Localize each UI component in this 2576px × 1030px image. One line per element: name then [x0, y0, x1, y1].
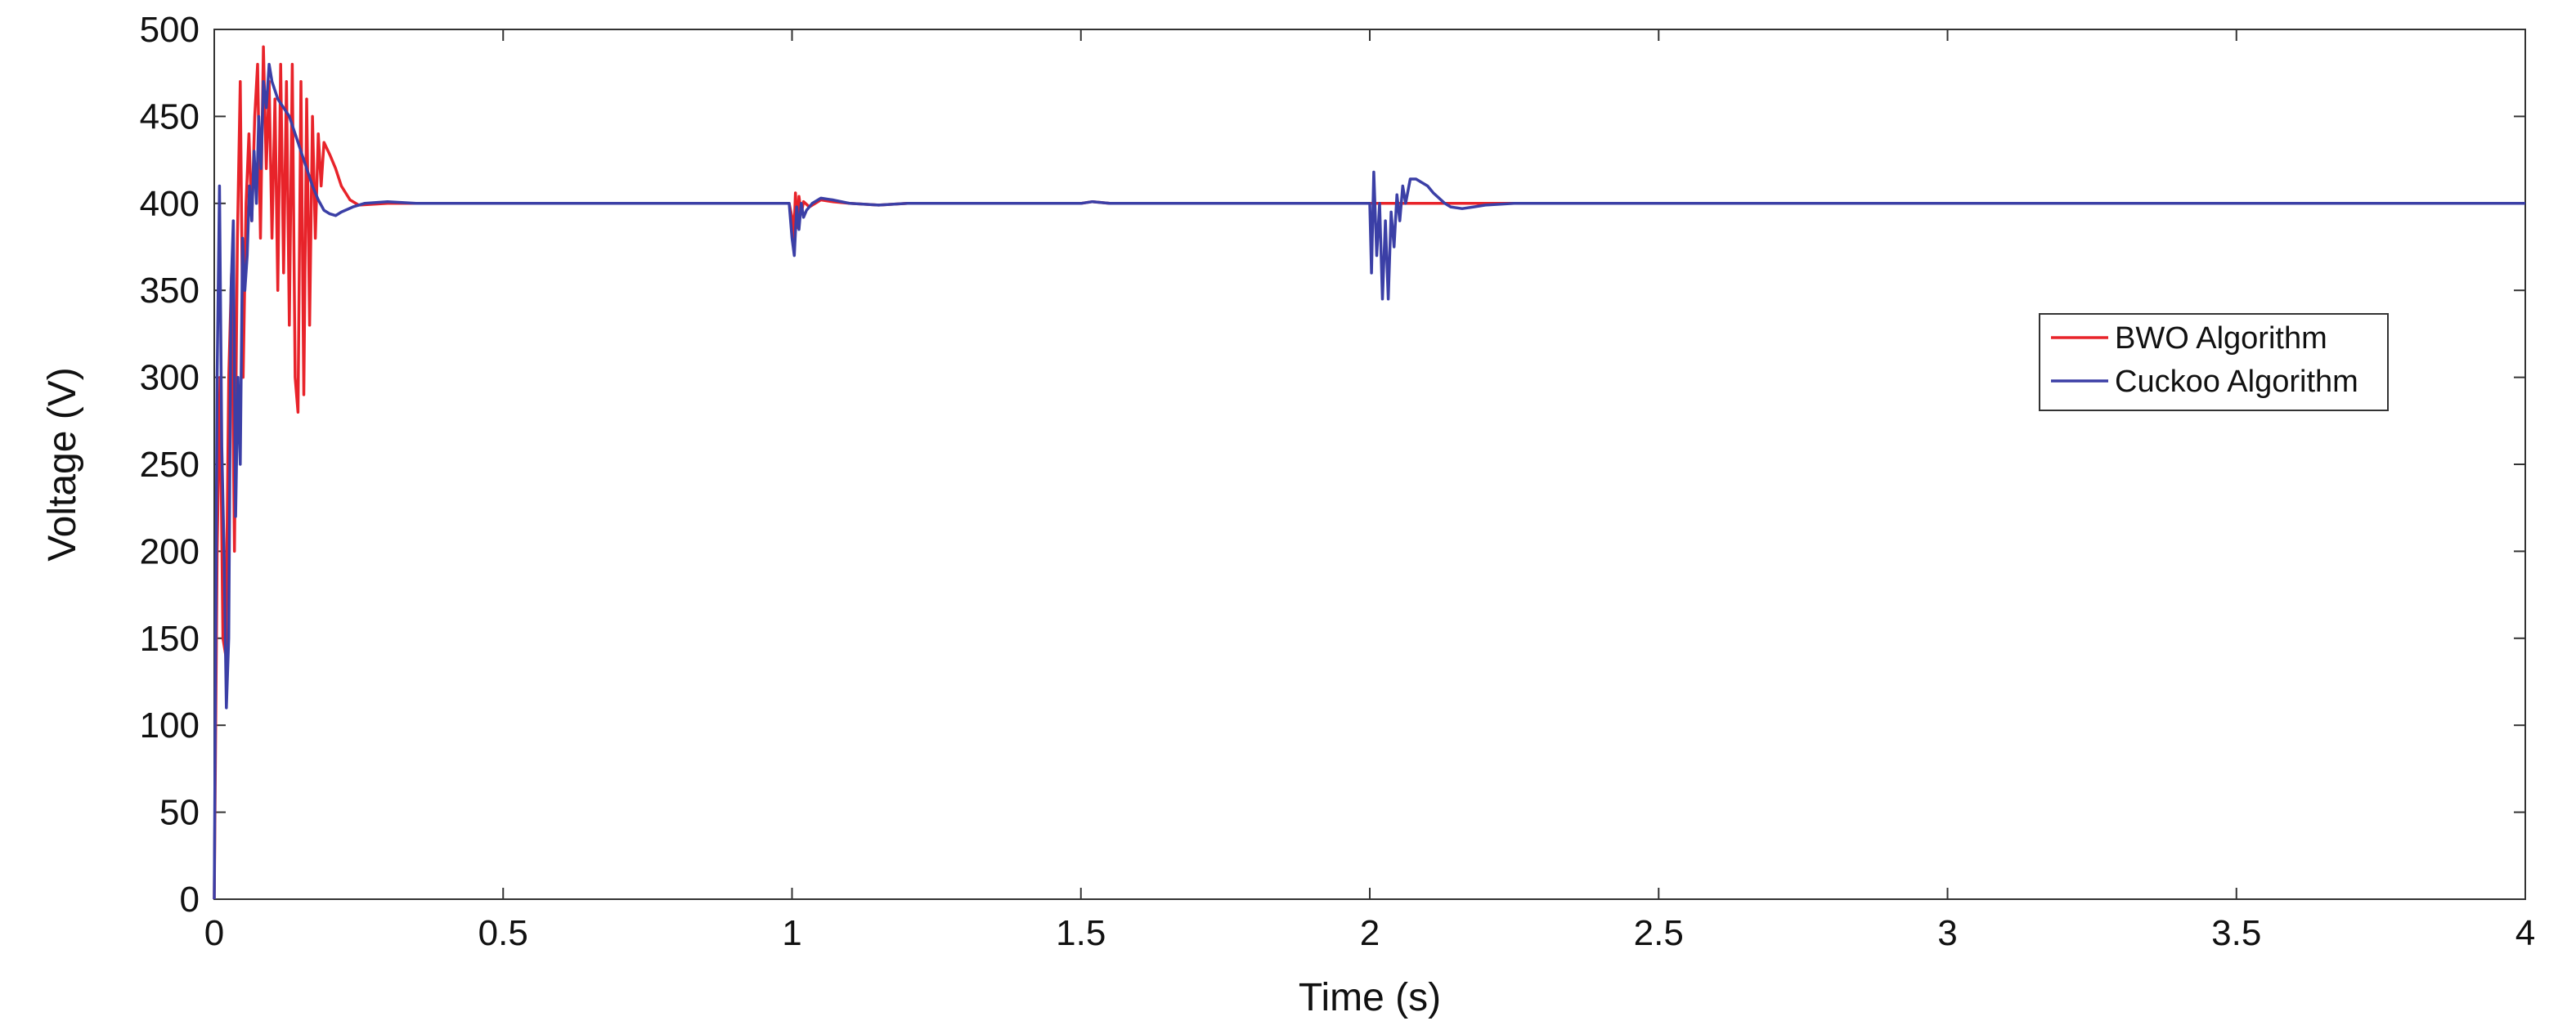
x-tick-label: 0.5 — [478, 913, 528, 953]
y-tick-label: 500 — [140, 10, 200, 50]
legend-label-bwo: BWO Algorithm — [2115, 321, 2327, 356]
y-axis-label: Voltage (V) — [41, 367, 84, 561]
x-tick-label: 3 — [1937, 913, 1957, 953]
y-tick-label: 250 — [140, 445, 200, 485]
legend-label-cuckoo: Cuckoo Algorithm — [2115, 365, 2358, 399]
y-axis: 0 50 100 150 200 250 300 350 400 450 500 — [140, 10, 2525, 920]
x-tick-label: 3.5 — [2211, 913, 2261, 953]
x-tick-label: 1 — [782, 913, 801, 953]
legend: BWO Algorithm Cuckoo Algorithm — [2039, 313, 2389, 411]
legend-box — [2039, 313, 2389, 411]
x-tick-label: 1.5 — [1056, 913, 1106, 953]
y-tick-label: 450 — [140, 96, 200, 137]
x-tick-label: 2 — [1360, 913, 1380, 953]
x-tick-label: 2.5 — [1634, 913, 1684, 953]
y-tick-label: 400 — [140, 184, 200, 224]
y-tick-label: 300 — [140, 358, 200, 398]
x-tick-label: 4 — [2515, 913, 2535, 953]
series-layer — [213, 45, 2525, 900]
y-tick-label: 200 — [140, 531, 200, 571]
x-axis: 0 0.5 1 1.5 2 2.5 3 3.5 4 — [204, 29, 2535, 953]
plot-area — [213, 29, 2526, 900]
y-tick-label: 150 — [140, 619, 200, 659]
y-tick-label: 0 — [180, 880, 200, 920]
y-tick-label: 350 — [140, 271, 200, 311]
y-tick-label: 50 — [159, 793, 200, 833]
y-tick-label: 100 — [140, 705, 200, 746]
x-tick-label: 0 — [204, 913, 224, 953]
x-axis-label: Time (s) — [1299, 976, 1441, 1019]
series-line-cuckoo — [213, 62, 2525, 900]
